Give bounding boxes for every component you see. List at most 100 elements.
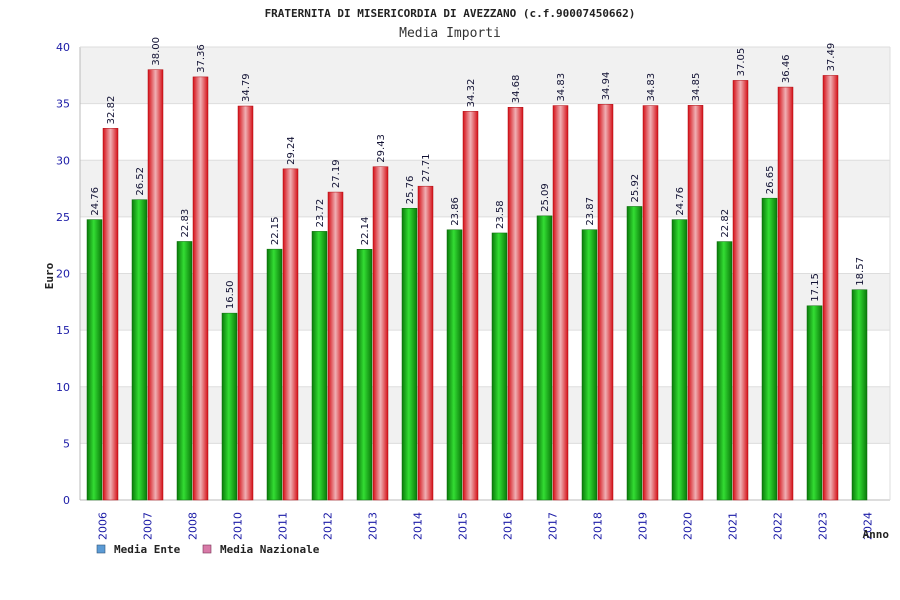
grid-band: [80, 216, 890, 274]
data-label-media-nazionale: 34.68: [511, 75, 522, 104]
y-tick-label: 15: [56, 324, 70, 337]
data-label-media-ente: 23.72: [315, 199, 326, 228]
bar-media-ente: [176, 241, 193, 501]
x-tick-label: 2008: [187, 512, 200, 540]
data-label-media-ente: 22.14: [360, 217, 371, 246]
grid-band-shaded: [80, 160, 890, 217]
data-label-media-ente: 16.50: [225, 280, 236, 309]
bars: [86, 69, 868, 501]
bar-media-ente: [266, 248, 283, 501]
data-label-media-ente: 25.92: [630, 174, 641, 203]
y-tick-label: 30: [56, 154, 70, 167]
data-label-media-nazionale: 34.83: [556, 73, 567, 102]
data-label-media-ente: 25.76: [405, 176, 416, 205]
chart-subtitle: Media Importi: [399, 26, 501, 41]
data-label-media-ente: 22.15: [270, 217, 281, 246]
data-label-media-nazionale: 29.24: [286, 136, 297, 165]
bar-media-nazionale: [687, 105, 704, 501]
bar-media-ente: [311, 231, 328, 501]
data-label-media-ente: 24.76: [675, 187, 686, 216]
data-label-media-nazionale: 34.83: [646, 73, 657, 102]
data-label-media-ente: 17.15: [810, 273, 821, 302]
bar-media-ente: [86, 219, 103, 501]
x-tick-label: 2012: [322, 512, 335, 540]
y-tick-label: 25: [56, 211, 70, 224]
x-tick-label: 2022: [772, 512, 785, 540]
y-tick-label: 0: [63, 494, 70, 507]
data-labels: 24.76 32.82 26.52 38.00 22.83 37.36 16.50 34.79…: [90, 37, 866, 309]
bar-media-nazionale: [732, 80, 749, 501]
bar-media-nazionale: [417, 185, 434, 501]
data-label-media-nazionale: 27.19: [331, 159, 342, 188]
x-tick-label: 2018: [592, 512, 605, 540]
data-label-media-nazionale: 37.05: [736, 48, 747, 77]
data-label-media-nazionale: 37.49: [826, 43, 837, 72]
bar-media-ente: [401, 208, 418, 501]
y-tick-label: 20: [56, 268, 70, 281]
data-label-media-nazionale: 36.46: [781, 54, 792, 83]
x-tick-label: 2007: [142, 512, 155, 540]
bar-media-ente: [536, 215, 553, 501]
grid: [80, 46, 890, 501]
data-label-media-nazionale: 34.94: [601, 72, 612, 101]
x-tick-label: 2015: [457, 512, 470, 540]
bar-media-nazionale: [597, 104, 614, 501]
bar-media-ente: [806, 305, 823, 501]
bar-media-nazionale: [237, 105, 254, 501]
x-tick-label: 2019: [637, 512, 650, 540]
data-label-media-nazionale: 34.32: [466, 79, 477, 108]
data-label-media-ente: 26.52: [135, 167, 146, 196]
bar-media-nazionale: [192, 76, 209, 501]
legend-swatch-ente: [96, 544, 106, 554]
data-label-media-nazionale: 38.00: [151, 37, 162, 66]
grid-band-shaded: [80, 273, 890, 331]
tick-labels: 0 5 10 15 20 25 30 35 40 2006 2007 2008 2010 2011 2012…: [56, 41, 875, 540]
x-tick-label: 2020: [682, 512, 695, 540]
bar-media-ente: [131, 199, 148, 501]
bar-media-ente: [491, 232, 508, 501]
data-label-media-ente: 18.57: [855, 257, 866, 286]
x-tick-label: 2021: [727, 512, 740, 540]
grid-band: [80, 330, 890, 387]
bar-media-nazionale: [102, 128, 119, 501]
x-tick-label: 2024: [862, 512, 875, 540]
legend-swatch-nazionale: [202, 544, 212, 554]
legend-label-nazionale: Media Nazionale: [220, 543, 320, 556]
x-tick-label: 2023: [817, 512, 830, 540]
data-label-media-ente: 22.82: [720, 209, 731, 238]
chart-title: FRATERNITA DI MISERICORDIA DI AVEZZANO (…: [265, 7, 636, 20]
data-label-media-nazionale: 29.43: [376, 134, 387, 163]
data-label-media-ente: 23.58: [495, 200, 506, 229]
x-tick-label: 2017: [547, 512, 560, 540]
data-label-media-ente: 23.86: [450, 197, 461, 226]
bar-media-nazionale: [327, 191, 344, 501]
bar-media-ente: [446, 229, 463, 501]
x-tick-label: 2010: [232, 512, 245, 540]
bar-media-ente: [716, 241, 733, 501]
x-tick-label: 2014: [412, 512, 425, 540]
axes: [79, 46, 891, 501]
x-tick-label: 2013: [367, 512, 380, 540]
bar-media-ente: [581, 229, 598, 501]
data-label-media-ente: 24.76: [90, 187, 101, 216]
data-label-media-ente: 26.65: [765, 166, 776, 195]
y-tick-label: 40: [56, 41, 70, 54]
y-tick-label: 35: [56, 98, 70, 111]
grid-band-shaded: [80, 47, 890, 104]
data-label-media-nazionale: 32.82: [106, 96, 117, 125]
x-tick-label: 2006: [97, 512, 110, 540]
bar-media-ente: [356, 249, 373, 501]
bar-media-nazionale: [552, 105, 569, 501]
legend: Media Ente Media Nazionale: [96, 543, 320, 556]
grid-band-shaded: [80, 386, 890, 444]
y-tick-label: 5: [63, 437, 70, 450]
data-label-media-nazionale: 27.71: [421, 154, 432, 183]
bar-media-nazionale: [462, 111, 479, 501]
x-tick-label: 2016: [502, 512, 515, 540]
bar-media-nazionale: [777, 86, 794, 501]
bar-media-ente: [626, 206, 643, 501]
legend-label-ente: Media Ente: [114, 543, 181, 556]
bar-media-ente: [671, 219, 688, 501]
y-tick-label: 10: [56, 381, 70, 394]
